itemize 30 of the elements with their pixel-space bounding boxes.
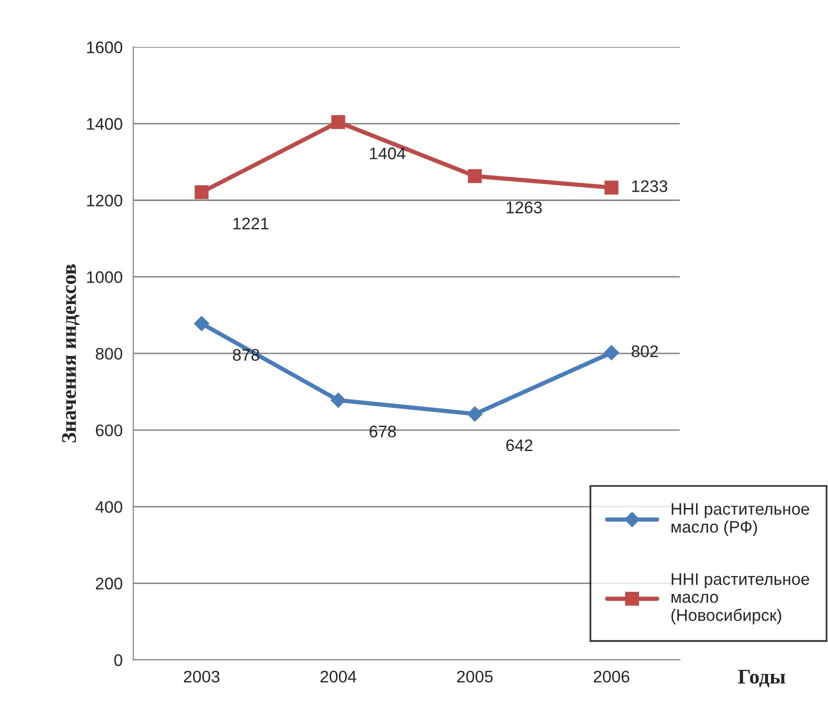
- point: [467, 406, 483, 422]
- y-tick-label: 1000: [87, 271, 122, 284]
- data-label: 1263: [506, 202, 542, 214]
- point: [468, 169, 482, 184]
- x-axis-title: Годы: [738, 670, 786, 688]
- data-label: 1233: [632, 180, 668, 192]
- x-tick-label: 2004: [320, 670, 356, 683]
- legend-label: HHI растительное масло (Новосибирск): [671, 573, 810, 624]
- y-tick-label: 800: [96, 348, 122, 360]
- y-tick-label: 200: [96, 578, 122, 590]
- point: [604, 180, 618, 195]
- x-tick-label: 2005: [457, 670, 493, 683]
- point: [331, 115, 346, 130]
- y-axis-title: Значения индексов: [62, 264, 80, 442]
- x-tick-label: 2006: [594, 670, 630, 683]
- y-tick-label: 400: [95, 501, 122, 513]
- point: [194, 316, 210, 332]
- point: [604, 344, 620, 361]
- point: [330, 392, 346, 408]
- y-tick-label: 1400: [87, 118, 122, 130]
- x-tick-label: 2003: [184, 670, 220, 683]
- y-tick-label: 1600: [87, 41, 122, 54]
- data-label: 642: [506, 439, 532, 452]
- point: [194, 185, 209, 200]
- data-label: 1404: [370, 148, 406, 160]
- y-tick-label: 600: [96, 424, 122, 436]
- data-label: 1221: [233, 218, 268, 230]
- y-tick-label: 1200: [87, 194, 122, 206]
- y-tick-label: 0: [114, 654, 122, 666]
- legend-label: HHI растительное масло (РФ): [672, 503, 810, 536]
